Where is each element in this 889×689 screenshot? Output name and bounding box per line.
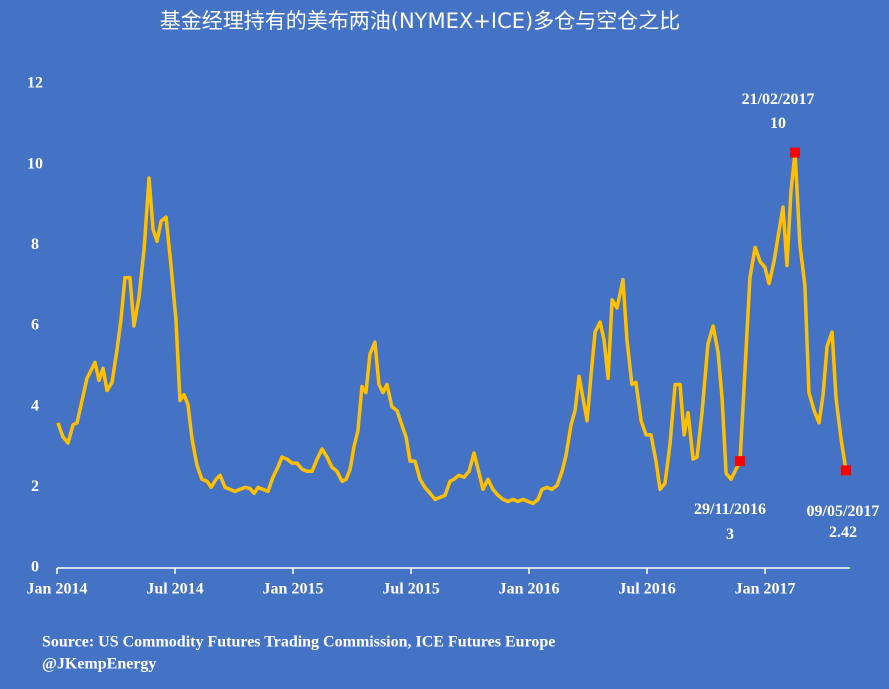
y-tick-label: 2 [31, 478, 39, 495]
annotation-date: 21/02/2017 [742, 91, 815, 108]
y-tick-label: 6 [31, 317, 39, 334]
x-tick-label: Jan 2016 [499, 581, 560, 598]
x-tick-label: Jul 2014 [146, 581, 203, 598]
x-tick-label: Jan 2014 [27, 581, 88, 598]
annotation-marker [735, 456, 746, 467]
y-tick-label: 10 [27, 155, 43, 172]
y-tick-label: 0 [31, 559, 39, 576]
y-tick-label: 8 [31, 236, 39, 253]
chart-title: 基金经理持有的美布两油(NYMEX+ICE)多仓与空仓之比 [160, 9, 680, 33]
x-tick-label: Jan 2017 [735, 581, 796, 598]
source: @JKempEnergy [42, 656, 156, 673]
annotation-date: 29/11/2016 [694, 501, 766, 518]
annotation-marker [790, 147, 801, 158]
y-tick-label: 4 [31, 397, 39, 414]
annotation-value: 10 [770, 115, 786, 132]
line-series [56, 150, 848, 506]
annotation-value: 2.42 [829, 524, 857, 541]
annotation-date: 09/05/2017 [807, 503, 880, 520]
annotation-value: 3 [726, 526, 734, 543]
y-tick-label: 12 [27, 75, 43, 92]
x-tick-label: Jul 2016 [618, 581, 675, 598]
source: Source: US Commodity Futures Trading Com… [42, 634, 555, 651]
annotation-marker [840, 465, 851, 476]
x-tick-label: Jul 2015 [382, 581, 439, 598]
x-tick-label: Jan 2015 [263, 581, 324, 598]
